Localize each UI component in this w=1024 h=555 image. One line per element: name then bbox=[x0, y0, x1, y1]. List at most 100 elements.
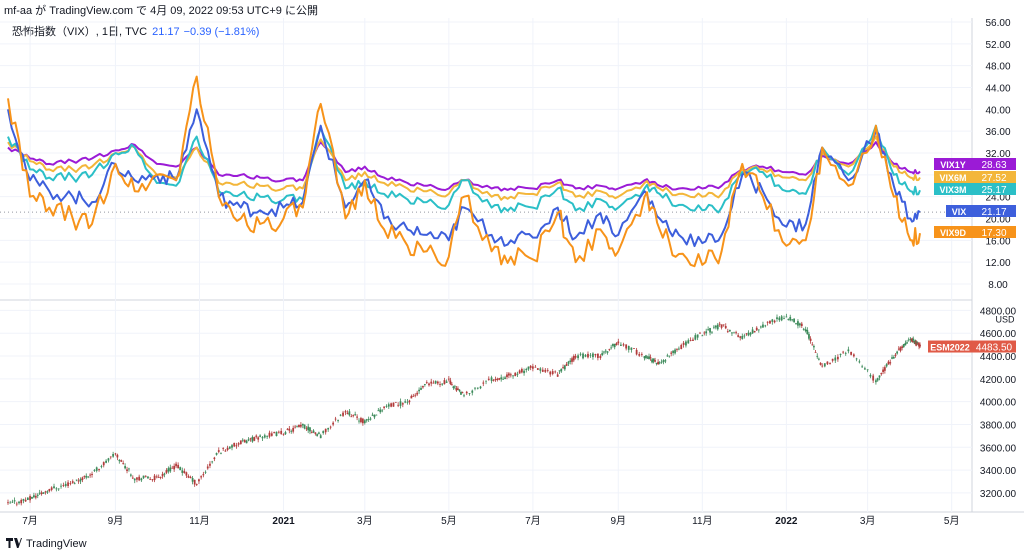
es-candle-body bbox=[685, 341, 687, 346]
es-candle bbox=[682, 340, 685, 348]
es-candle-body bbox=[897, 348, 900, 350]
es-candle-body bbox=[606, 351, 609, 353]
es-candle bbox=[237, 442, 240, 447]
es-candle bbox=[305, 426, 308, 432]
es-candle-body bbox=[220, 453, 222, 455]
es-candle-body bbox=[764, 325, 767, 327]
es-candle-body bbox=[79, 479, 82, 482]
es-candle-body bbox=[20, 500, 23, 504]
es-candle-body bbox=[460, 391, 462, 395]
es-candle bbox=[657, 359, 660, 366]
es-candle bbox=[307, 423, 310, 434]
es-candle-body bbox=[310, 432, 313, 433]
es-candle bbox=[452, 385, 455, 390]
es-candle-body bbox=[885, 364, 888, 367]
es-candle-body bbox=[541, 369, 544, 372]
es-candle bbox=[696, 334, 699, 341]
es-candle-body bbox=[826, 361, 829, 365]
es-candle-body bbox=[468, 393, 471, 394]
es-candle-body bbox=[155, 476, 158, 478]
es-candle-body bbox=[373, 414, 376, 418]
legend-value: 21.17 bbox=[152, 26, 180, 38]
es-candle-body bbox=[235, 445, 238, 447]
es-candle bbox=[604, 349, 607, 354]
es-candle bbox=[627, 345, 630, 353]
es-candle bbox=[443, 377, 446, 385]
es-candle bbox=[915, 340, 918, 347]
es-candle-body bbox=[243, 439, 246, 443]
es-candle-body bbox=[720, 324, 723, 328]
es-candle-body bbox=[83, 476, 86, 477]
es-candle-body bbox=[124, 466, 126, 469]
es-candle bbox=[251, 435, 254, 443]
es-candle bbox=[181, 467, 184, 476]
price-tag-vix9d: VIX9D 17.30 bbox=[934, 226, 1016, 239]
es-candle-body bbox=[87, 476, 90, 478]
es-candle-body bbox=[556, 374, 559, 377]
es-candle-body bbox=[753, 331, 756, 333]
es-candle-body bbox=[797, 321, 799, 326]
es-candle-body bbox=[206, 466, 209, 469]
es-candle bbox=[87, 476, 90, 479]
es-candle bbox=[635, 347, 638, 356]
es-candle bbox=[549, 370, 552, 377]
es-candle-body bbox=[863, 368, 866, 370]
es-candle-body bbox=[787, 319, 790, 320]
es-candle-body bbox=[554, 371, 557, 373]
es-candle bbox=[316, 433, 319, 437]
es-candle-body bbox=[620, 344, 622, 346]
es-candle-body bbox=[617, 341, 620, 344]
es-candle-body bbox=[358, 420, 360, 422]
es-candle-body bbox=[692, 339, 694, 341]
es-candle-body bbox=[735, 332, 737, 334]
es-candle-body bbox=[292, 427, 295, 432]
es-candle bbox=[67, 480, 69, 489]
es-candle bbox=[392, 402, 395, 407]
es-candle-body bbox=[563, 365, 566, 370]
es-candle-body bbox=[892, 357, 895, 359]
es-candle-body bbox=[175, 463, 177, 467]
es-candle-body bbox=[551, 371, 554, 374]
es-candle-body bbox=[597, 353, 599, 358]
es-candle bbox=[606, 351, 609, 355]
es-candle-body bbox=[183, 471, 186, 474]
es-candle bbox=[842, 350, 845, 355]
es-candle bbox=[301, 423, 304, 429]
es-candle bbox=[356, 414, 358, 421]
es-candle bbox=[556, 372, 559, 377]
es-candle bbox=[749, 331, 752, 337]
es-candle bbox=[676, 348, 678, 352]
es-candle bbox=[187, 474, 190, 479]
price-tag-vix1y: VIX1Y 28.63 bbox=[934, 158, 1016, 171]
es-candle bbox=[753, 330, 756, 333]
es-candle-body bbox=[249, 438, 252, 440]
es-candle-body bbox=[73, 483, 76, 485]
es-candle-body bbox=[57, 488, 60, 490]
es-candle bbox=[36, 493, 39, 499]
es-candle-body bbox=[414, 394, 417, 396]
es-candle bbox=[891, 354, 893, 360]
es-candle bbox=[577, 353, 579, 361]
es-candle bbox=[270, 431, 273, 437]
es-candle-body bbox=[118, 460, 121, 462]
es-candle-body bbox=[439, 384, 441, 385]
es-candle-body bbox=[131, 477, 134, 479]
es-candle-body bbox=[546, 370, 549, 371]
es-candle-body bbox=[625, 344, 628, 349]
price-tag-value-bg bbox=[972, 183, 1016, 195]
es-candle bbox=[612, 343, 614, 348]
es-candle-body bbox=[651, 359, 653, 363]
es-candle bbox=[883, 365, 886, 374]
es-candle-body bbox=[658, 362, 661, 364]
publish-header: mf-aa が TradingView.com で 4月 09, 2022 09… bbox=[4, 5, 318, 17]
es-y-tick-label: 3600.00 bbox=[980, 443, 1017, 454]
es-candle-body bbox=[367, 419, 370, 420]
es-candle-body bbox=[458, 389, 461, 392]
es-candle-body bbox=[638, 354, 641, 356]
es-candle bbox=[209, 461, 211, 469]
es-candle-body bbox=[907, 339, 910, 341]
es-candle bbox=[773, 319, 776, 324]
es-candle bbox=[572, 354, 575, 363]
es-candle-body bbox=[42, 492, 45, 494]
